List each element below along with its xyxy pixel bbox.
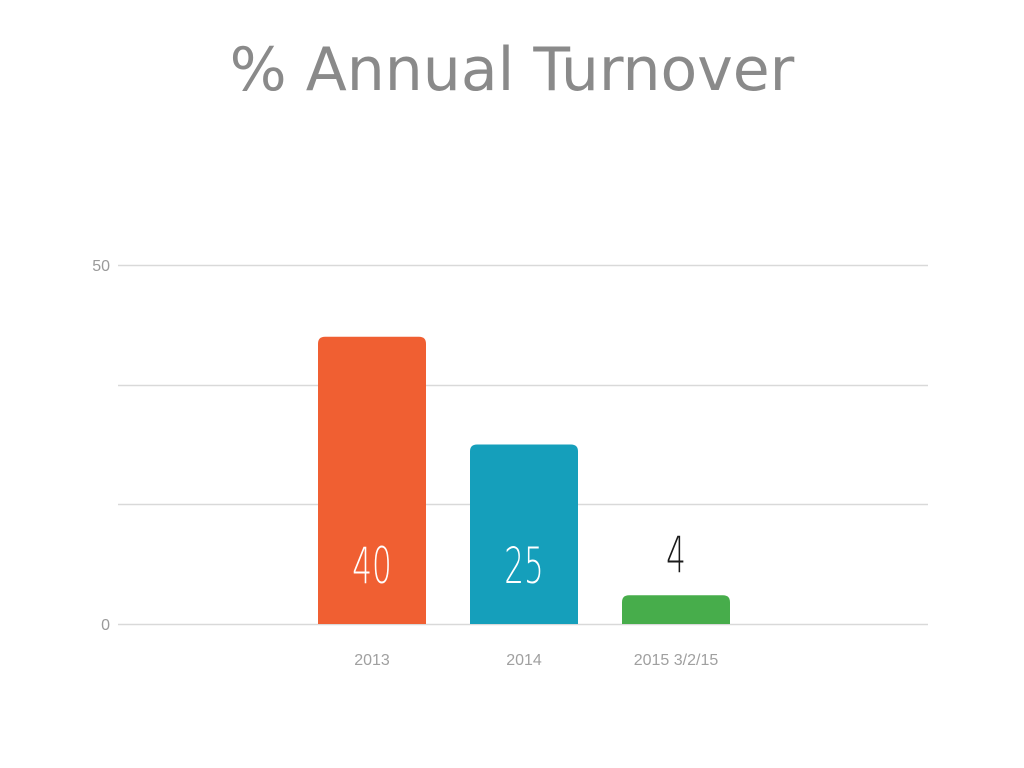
data-labels: 40 25 4: [352, 525, 686, 595]
bar-2014: [470, 444, 578, 624]
bar-2015: [622, 595, 730, 624]
y-tick-label: 50: [92, 258, 110, 275]
category-label: 2014: [506, 652, 542, 669]
chart-title: % Annual Turnover: [229, 35, 795, 105]
category-label: 2015 3/2/15: [634, 652, 719, 669]
bar-2013: [318, 336, 426, 624]
data-label: 40: [352, 536, 391, 595]
category-label: 2013: [354, 652, 390, 669]
y-tick-label: 0: [101, 617, 110, 634]
y-axis-ticks: 0 50: [92, 258, 110, 634]
data-label: 25: [504, 536, 543, 595]
x-axis-categories: 2013 2014 2015 3/2/15: [354, 652, 718, 669]
data-label: 4: [666, 525, 686, 584]
bars: [318, 336, 730, 624]
